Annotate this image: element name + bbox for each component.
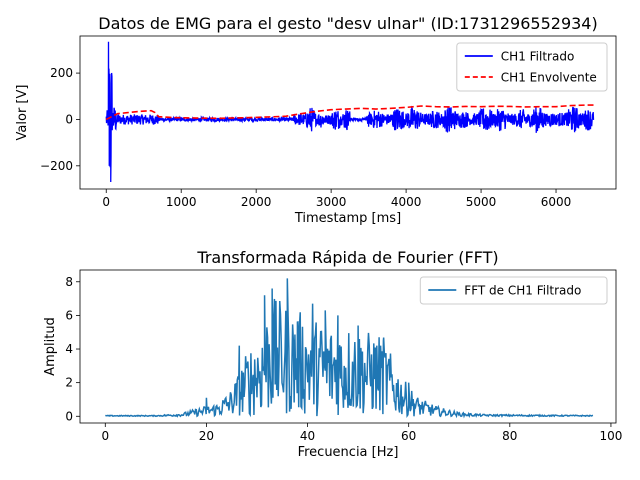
y-tick-label: 6 [65,308,73,322]
legend-label-0: FFT de CH1 Filtrado [464,284,581,298]
x-tick-label: 0 [101,429,109,443]
axes-frame [79,269,617,424]
x-tick-label: 3000 [316,195,347,209]
x-axis-label: Timestamp [ms] [294,211,401,226]
x-tick-label: 6000 [541,195,572,209]
chart-title: Transformada Rápida de Fourier (FFT) [196,248,498,267]
y-tick-label: 4 [65,342,73,356]
x-tick-label: 20 [199,429,214,443]
y-axis-label: Amplitud [43,317,58,376]
axes-frame [79,35,617,190]
x-tick-label: 60 [401,429,416,443]
y-tick-label: 200 [50,66,73,80]
x-tick-label: 0 [102,195,110,209]
y-tick-label: 0 [65,112,73,126]
y-tick-label: −200 [40,159,73,173]
legend-label-1: CH1 Envolvente [501,71,597,85]
legend-box [456,42,608,92]
emg-time-plot: Datos de EMG para el gesto "desv ulnar" … [15,14,617,226]
fft-plot: Transformada Rápida de Fourier (FFT)0 20 4… [43,248,622,460]
series-line-ch1-filtrado [105,41,595,183]
chart-title: Datos de EMG para el gesto "desv ulnar" … [98,14,597,33]
legend-label-0: CH1 Filtrado [501,50,575,64]
x-tick-label: 40 [300,429,315,443]
x-tick-label: 100 [599,429,622,443]
y-tick-label: 0 [65,409,73,423]
x-axis-label: Frecuencia [Hz] [298,445,399,460]
y-axis-label: Valor [V] [15,85,30,141]
x-tick-label: 4000 [391,195,422,209]
y-tick-label: 8 [65,275,73,289]
x-tick-label: 5000 [466,195,497,209]
legend-box [419,276,608,305]
x-tick-label: 1000 [166,195,197,209]
x-tick-label: 80 [502,429,517,443]
series-line-ch1-envolvente [105,104,594,121]
y-tick-label: 2 [65,376,73,390]
series-line-fft [105,278,594,419]
x-tick-label: 2000 [241,195,272,209]
